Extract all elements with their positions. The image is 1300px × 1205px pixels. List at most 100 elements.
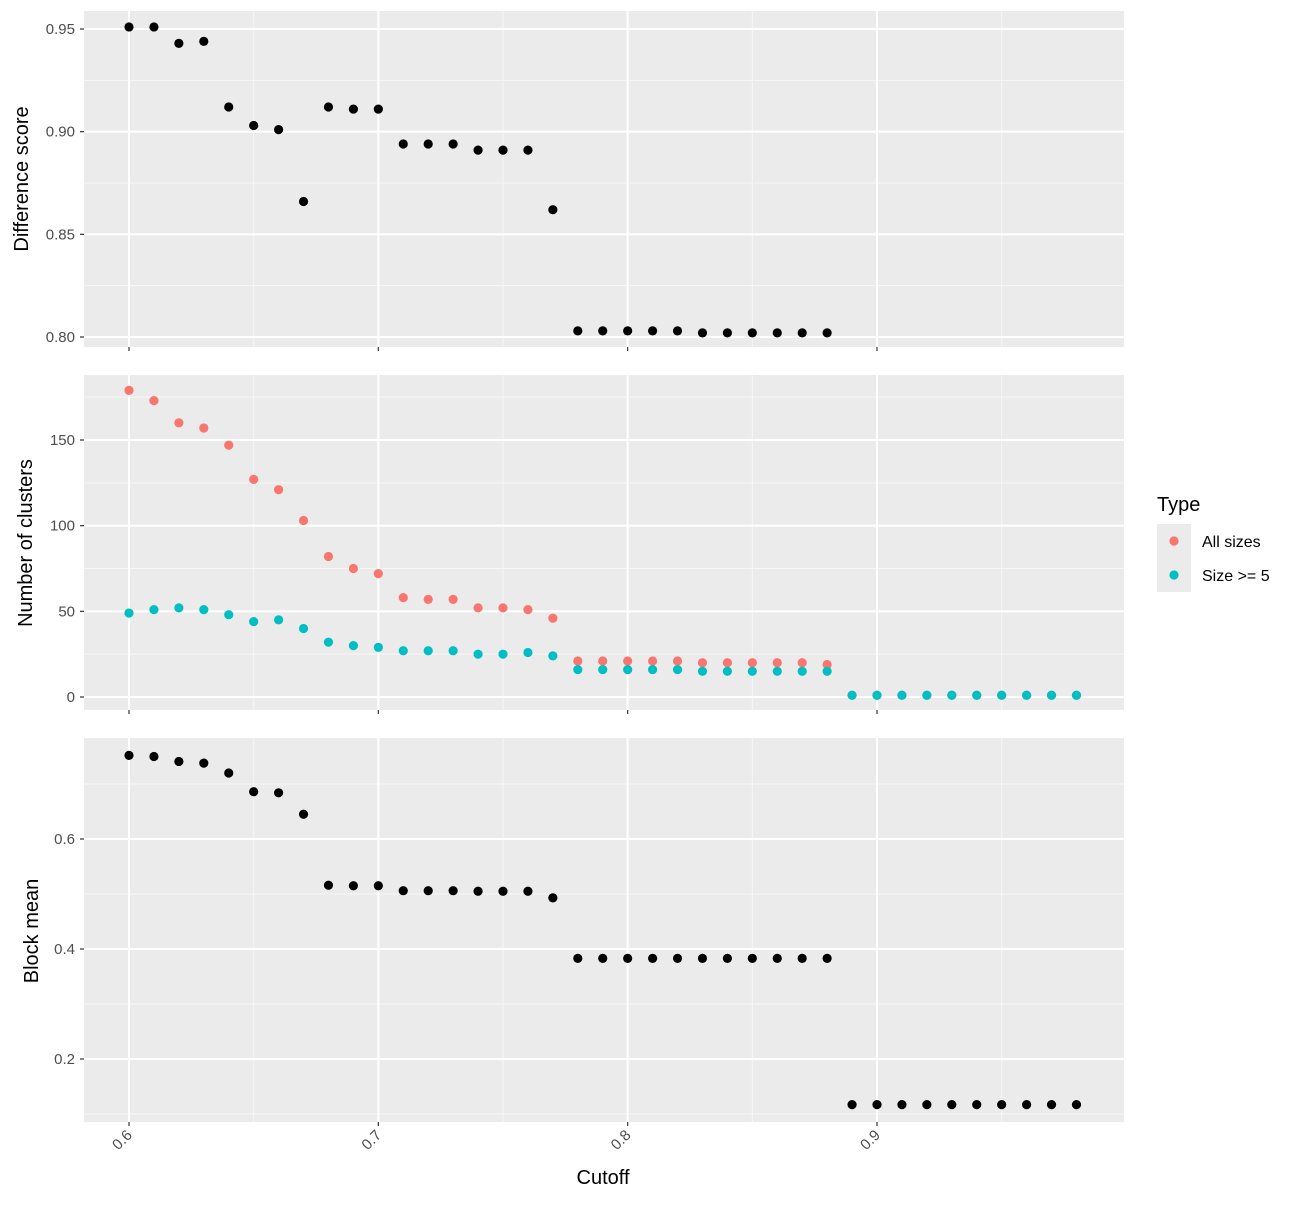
data-point bbox=[797, 328, 807, 338]
data-point bbox=[199, 758, 209, 768]
data-point bbox=[373, 642, 383, 652]
data-point bbox=[573, 326, 583, 336]
panel-2: 0 50 100 150 Number of clusters bbox=[15, 375, 1124, 714]
data-point bbox=[348, 563, 358, 574]
data-point bbox=[897, 1100, 907, 1110]
legend-title: Type bbox=[1157, 494, 1200, 516]
data-point bbox=[672, 664, 683, 675]
x-tick-label: 0.6 bbox=[109, 1127, 136, 1154]
data-point bbox=[523, 145, 533, 155]
data-point bbox=[1022, 1100, 1032, 1110]
data-point bbox=[648, 953, 658, 963]
data-point bbox=[523, 605, 533, 615]
panel-3: 0.2 0.4 0.6 0.6 0.7 0.8 0.9 Block mean bbox=[21, 738, 1124, 1154]
data-point bbox=[224, 610, 234, 620]
data-point bbox=[648, 656, 658, 666]
data-point bbox=[548, 893, 558, 903]
legend: Type All sizes Size >= 5 bbox=[1157, 494, 1270, 592]
data-point bbox=[149, 751, 159, 762]
data-point bbox=[573, 953, 583, 963]
data-point bbox=[149, 605, 159, 615]
panel-background bbox=[84, 11, 1124, 347]
data-point bbox=[623, 656, 633, 666]
data-point bbox=[124, 22, 134, 32]
data-point bbox=[323, 637, 334, 647]
data-point bbox=[797, 666, 807, 676]
data-point bbox=[348, 104, 358, 114]
data-point bbox=[1046, 1100, 1057, 1110]
data-point bbox=[772, 666, 782, 676]
data-point bbox=[1046, 690, 1057, 700]
data-point bbox=[747, 953, 757, 963]
data-point bbox=[298, 623, 309, 634]
panels: 0.80 0.85 0.90 0.95 Difference score 0 50 100 15… bbox=[11, 11, 1124, 1154]
data-point bbox=[298, 196, 309, 207]
data-point bbox=[922, 1100, 932, 1110]
data-point bbox=[772, 658, 782, 668]
data-point bbox=[847, 1100, 857, 1110]
y-tick-label: 0.85 bbox=[46, 226, 75, 243]
data-point bbox=[972, 690, 982, 700]
data-point bbox=[174, 418, 184, 428]
legend-items: All sizes Size >= 5 bbox=[1157, 524, 1270, 592]
data-point bbox=[947, 690, 957, 700]
data-point bbox=[174, 603, 184, 613]
data-point bbox=[473, 649, 483, 659]
data-point bbox=[473, 603, 483, 613]
y-tick-label: 0.6 bbox=[54, 831, 75, 848]
data-point bbox=[722, 328, 733, 338]
data-point bbox=[373, 569, 383, 579]
data-point bbox=[249, 617, 259, 627]
data-point bbox=[398, 593, 408, 603]
data-point bbox=[672, 326, 683, 336]
data-point bbox=[822, 666, 832, 676]
data-point bbox=[623, 326, 633, 336]
y-axis-title: Number of clusters bbox=[15, 459, 37, 627]
y-axis-title: Block mean bbox=[21, 879, 43, 984]
data-point bbox=[797, 953, 807, 963]
data-point bbox=[199, 36, 209, 46]
data-point bbox=[423, 646, 433, 656]
data-point bbox=[822, 328, 832, 338]
data-point bbox=[498, 886, 508, 896]
data-point bbox=[747, 666, 757, 676]
data-point bbox=[398, 646, 408, 656]
data-point bbox=[697, 953, 708, 963]
series-size-5 bbox=[124, 603, 1082, 700]
data-point bbox=[448, 886, 458, 896]
data-point bbox=[448, 594, 458, 604]
y-tick-label: 0.80 bbox=[46, 329, 75, 346]
data-point bbox=[224, 102, 234, 112]
data-point bbox=[623, 664, 633, 675]
data-point bbox=[747, 658, 757, 668]
data-point bbox=[274, 788, 284, 798]
data-point bbox=[772, 953, 782, 963]
data-point bbox=[648, 326, 658, 336]
data-point bbox=[847, 690, 857, 700]
data-point bbox=[598, 656, 608, 666]
data-point bbox=[473, 886, 483, 896]
data-point bbox=[997, 690, 1007, 700]
legend-item: Size >= 5 bbox=[1157, 558, 1270, 592]
data-point bbox=[573, 656, 583, 666]
y-tick-label: 50 bbox=[58, 603, 75, 620]
data-point bbox=[1022, 690, 1032, 700]
data-point bbox=[224, 440, 234, 450]
data-point bbox=[548, 205, 558, 215]
legend-label: Size >= 5 bbox=[1202, 568, 1270, 585]
data-point bbox=[598, 326, 608, 336]
data-point bbox=[722, 666, 733, 676]
series-1 bbox=[124, 22, 832, 338]
data-point bbox=[298, 809, 309, 819]
data-point bbox=[199, 423, 209, 433]
data-point bbox=[498, 649, 508, 659]
legend-key bbox=[1169, 536, 1179, 546]
data-point bbox=[947, 1100, 957, 1110]
y-tick-label: 100 bbox=[50, 518, 75, 535]
data-point bbox=[149, 395, 159, 406]
data-point bbox=[348, 881, 358, 891]
y-axis-title: Difference score bbox=[11, 106, 33, 251]
data-point bbox=[174, 756, 184, 767]
data-point bbox=[1071, 1100, 1082, 1110]
